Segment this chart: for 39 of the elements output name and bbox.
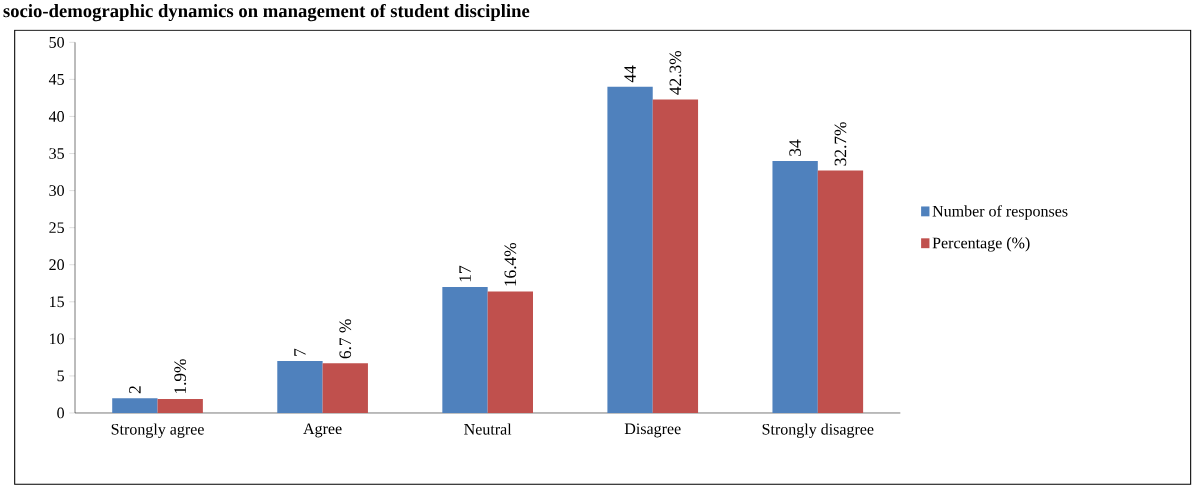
bar — [817, 170, 864, 413]
data-label: 16.4% — [504, 242, 517, 286]
x-tick-label: Agree — [303, 423, 342, 438]
data-label: 32.7% — [834, 122, 847, 166]
y-tick-label: 0 — [57, 407, 64, 419]
data-label: 6.7 % — [339, 319, 352, 359]
bar — [157, 398, 203, 413]
y-tick-label: 35 — [49, 148, 64, 159]
y-tick-label: 20 — [49, 259, 64, 271]
x-tick-label: Disagree — [624, 423, 681, 438]
data-label: 7 — [294, 348, 306, 356]
data-label: 17 — [459, 265, 471, 282]
bar — [652, 99, 699, 413]
x-tick-label: Strongly agree — [111, 423, 204, 438]
bar — [277, 361, 323, 413]
data-label: 1.9% — [174, 359, 187, 394]
x-tick-label: Neutral — [464, 423, 512, 435]
y-tick-label: 5 — [57, 370, 64, 382]
x-tick-label: Strongly disagree — [762, 423, 874, 438]
legend-label: Percentage (%) — [932, 237, 1030, 252]
data-label: 2 — [129, 386, 141, 394]
bar — [772, 160, 818, 413]
y-tick-label: 30 — [49, 185, 64, 196]
y-tick-label: 50 — [49, 36, 64, 48]
bar — [487, 291, 533, 413]
y-tick-label: 15 — [50, 296, 64, 308]
data-label: 44 — [624, 65, 636, 83]
bar — [442, 286, 488, 413]
y-tick-label: 40 — [48, 111, 64, 122]
bar — [112, 398, 158, 413]
bar — [322, 363, 368, 413]
chart-title: socio-demographic dynamics on management of student discipline — [3, 3, 530, 22]
legend-label: Number of responses — [932, 205, 1068, 220]
y-tick-label: 10 — [50, 333, 64, 345]
y-tick-label: 25 — [49, 222, 64, 234]
data-label: 42.3% — [669, 50, 682, 95]
bar — [607, 86, 653, 413]
data-label: 34 — [789, 139, 801, 156]
y-tick-label: 45 — [48, 74, 64, 85]
